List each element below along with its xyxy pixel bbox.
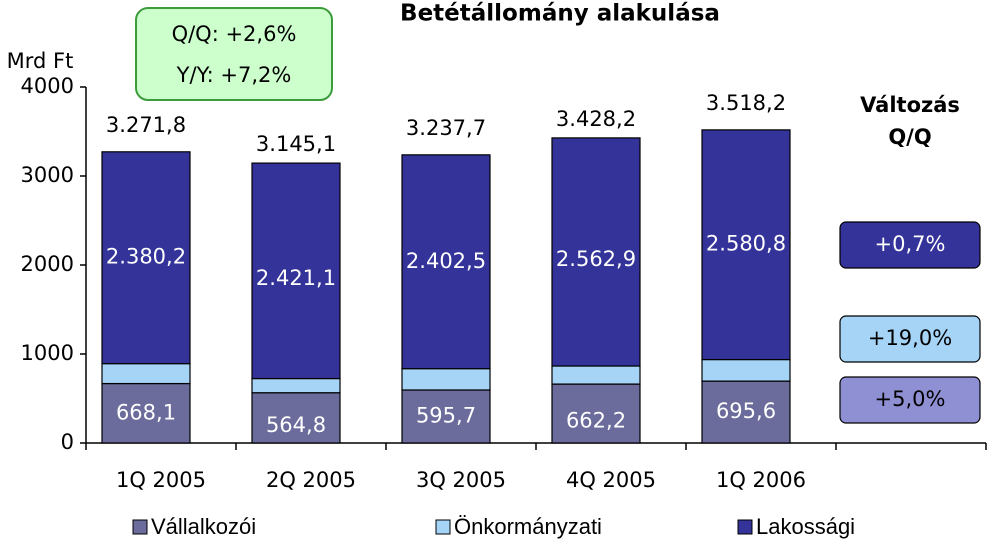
bar-segment [401,389,491,444]
y-tick-label: 0 [61,430,74,454]
bar-segment [251,392,341,444]
annotation: Q/Q: +2,6% [172,22,297,46]
value-label: 595,7 [416,403,476,427]
total-label: 3.518,2 [706,91,786,115]
total-label: 3.271,8 [106,113,186,137]
bar-segment [101,363,191,385]
bar-segment [401,368,491,391]
change-label: +5,0% [875,387,946,411]
legend-swatch [737,519,753,535]
change-box [839,221,981,269]
bar-segment [101,151,191,365]
bar-segment [401,154,491,370]
annotation-box [135,7,333,101]
y-tick-label: 4000 [21,74,74,98]
bar-segment [551,365,641,385]
value-label: 695,6 [716,399,776,423]
value-label: 668,1 [116,400,176,424]
change-label: +0,7% [875,232,946,256]
value-label: 2.562,9 [556,247,636,271]
total-label: 3.145,1 [256,132,336,156]
annotation: Y/Y: +7,2% [176,63,292,87]
legend-swatch [435,519,451,535]
value-label: 2.380,2 [106,245,186,269]
x-tick-label: 3Q 2005 [416,468,506,492]
bar-segment [701,380,791,444]
bar-segment [101,382,191,444]
bar-segment [701,358,791,382]
legend-label: Vállalkozói [151,514,256,539]
change-box [839,376,981,424]
bar-segment [551,137,641,367]
value-label: 2.402,5 [406,249,486,273]
y-tick-label: 3000 [21,163,74,187]
bar-segment [251,377,341,394]
change-label: +19,0% [868,326,952,350]
change-box [839,315,981,363]
y-tick-label: 1000 [21,341,74,365]
value-label: 662,2 [566,409,626,433]
value-label: 2.580,8 [706,232,786,256]
x-tick-label: 1Q 2006 [716,468,806,492]
x-tick-label: 1Q 2005 [116,468,206,492]
change-title: Q/Q [888,125,931,149]
y-tick-label: 2000 [21,252,74,276]
y-axis-label: Mrd Ft [7,49,74,73]
x-tick-label: 2Q 2005 [266,468,356,492]
x-tick-label: 4Q 2005 [566,468,656,492]
value-label: 2.421,1 [256,266,336,290]
chart-title: Betétállomány alakulása [400,1,720,27]
change-title: Változás [860,93,960,117]
total-label: 3.428,2 [556,107,636,131]
value-label: 564,8 [266,413,326,437]
bar-segment [701,129,791,361]
legend-swatch [132,519,148,535]
bar-segment [251,162,341,380]
legend-label: Lakossági [756,514,855,539]
legend-label: Önkormányzati [454,514,602,539]
total-label: 3.237,7 [406,116,486,140]
